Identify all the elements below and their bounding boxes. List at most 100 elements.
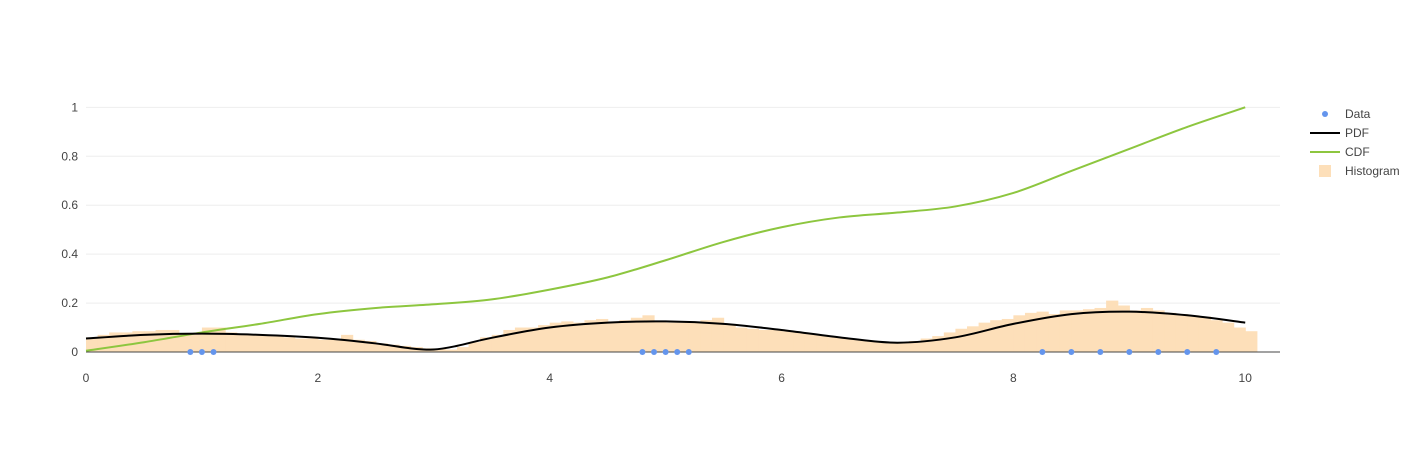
histogram-bar <box>735 327 748 352</box>
legend-item-histogram[interactable]: Histogram <box>1319 164 1400 178</box>
legend-item-pdf[interactable]: PDF <box>1310 126 1369 140</box>
x-tick-label: 10 <box>1239 371 1253 385</box>
cdf-line <box>85 106 1246 352</box>
histogram-bar <box>561 321 574 352</box>
histogram-bar <box>654 321 667 352</box>
y-tick-label: 1 <box>71 100 78 114</box>
y-tick-label: 0.2 <box>61 296 78 310</box>
legend-marker-swatch <box>1319 165 1331 177</box>
histogram-bar <box>526 327 539 352</box>
histogram-bar <box>781 331 794 352</box>
legend-label: Data <box>1345 107 1371 121</box>
histogram-bar <box>456 347 470 352</box>
tick-labels: 0 2 4 6 8 10 0 0.2 0.4 0.6 0.8 1 <box>61 100 1252 385</box>
histogram-bar <box>387 344 400 352</box>
histogram-bar <box>1071 310 1084 352</box>
cdf-series <box>85 106 1246 352</box>
histogram-bar <box>398 345 412 352</box>
histogram-bar <box>178 333 191 352</box>
histogram-bar <box>1048 314 1061 352</box>
data-point <box>187 349 194 355</box>
data-point <box>1126 349 1133 355</box>
histogram-bars <box>86 300 1258 352</box>
histogram-bar <box>271 336 284 352</box>
histogram-bar <box>1082 309 1096 352</box>
histogram-bar <box>190 333 203 352</box>
y-tick-label: 0.4 <box>61 247 78 261</box>
histogram-bar <box>86 337 99 352</box>
data-point <box>210 349 217 355</box>
y-tick-label: 0.8 <box>61 149 78 163</box>
histogram-bar <box>1175 314 1188 352</box>
data-point <box>1068 349 1075 355</box>
x-tick-label: 8 <box>1010 371 1017 385</box>
histogram-bar <box>677 322 690 352</box>
histogram-bar <box>572 322 586 352</box>
histogram-bar <box>538 325 551 352</box>
histogram-bar <box>851 339 864 352</box>
histogram-bar <box>978 322 991 352</box>
histogram-bar <box>874 342 887 352</box>
histogram-bar <box>1024 312 1038 352</box>
histogram-bar <box>943 332 957 352</box>
histogram-bar <box>1233 327 1246 352</box>
histogram-bar <box>445 349 458 352</box>
legend-label: Histogram <box>1345 164 1400 178</box>
histogram-bar <box>120 332 133 352</box>
histogram-bar <box>1198 316 1212 352</box>
data-point <box>651 349 658 355</box>
histogram-bar <box>167 329 180 352</box>
histogram-bar <box>1187 315 1200 352</box>
data-point <box>1213 349 1220 355</box>
histogram-bar <box>1164 312 1177 352</box>
data-point <box>198 349 205 355</box>
histogram-bar <box>839 338 852 352</box>
histogram-bar <box>1036 311 1049 352</box>
histogram-bar <box>306 338 319 352</box>
histogram-bar <box>132 331 145 352</box>
histogram-bar <box>375 343 388 352</box>
x-tick-label: 4 <box>546 371 553 385</box>
histogram-bar <box>619 320 632 352</box>
histogram-bar <box>433 349 446 352</box>
x-tick-label: 6 <box>778 371 785 385</box>
legend-item-cdf[interactable]: CDF <box>1310 145 1370 159</box>
histogram-bar <box>1117 305 1130 352</box>
histogram-bar <box>827 337 841 352</box>
legend-item-data[interactable]: Data <box>1322 107 1371 121</box>
histogram-bar <box>364 340 377 352</box>
histogram-bar <box>1013 315 1026 352</box>
data-point <box>685 349 692 355</box>
data-point <box>639 349 646 355</box>
histogram-bar <box>758 329 771 352</box>
data-point <box>1184 349 1191 355</box>
histogram-bar <box>793 332 806 352</box>
histogram-bar <box>1152 310 1165 352</box>
data-point <box>1097 349 1104 355</box>
histogram-bar <box>283 337 296 352</box>
pdf-series <box>85 310 1246 351</box>
legend-label: PDF <box>1345 126 1369 140</box>
histogram-bar <box>688 322 701 352</box>
grid <box>86 106 1280 304</box>
data-point <box>674 349 681 355</box>
histogram-bar <box>769 329 783 352</box>
histogram-bar <box>1094 307 1107 352</box>
histogram-bar <box>248 334 261 352</box>
legend-label: CDF <box>1345 145 1370 159</box>
histogram-bar <box>1129 310 1142 352</box>
legend[interactable]: Data PDF CDF Histogram <box>1310 107 1400 178</box>
histogram-bar <box>955 328 968 352</box>
histogram-bar <box>155 329 168 352</box>
pdf-line <box>85 310 1246 351</box>
data-point <box>662 349 669 355</box>
histogram-bar <box>1140 307 1154 352</box>
histogram-bar <box>549 322 562 352</box>
data-points <box>187 349 1220 355</box>
histogram-bar <box>1106 300 1119 352</box>
histogram-bar <box>329 339 342 352</box>
histogram-bar <box>746 328 759 352</box>
histogram-bar <box>468 342 481 352</box>
histogram-bar <box>491 334 504 352</box>
